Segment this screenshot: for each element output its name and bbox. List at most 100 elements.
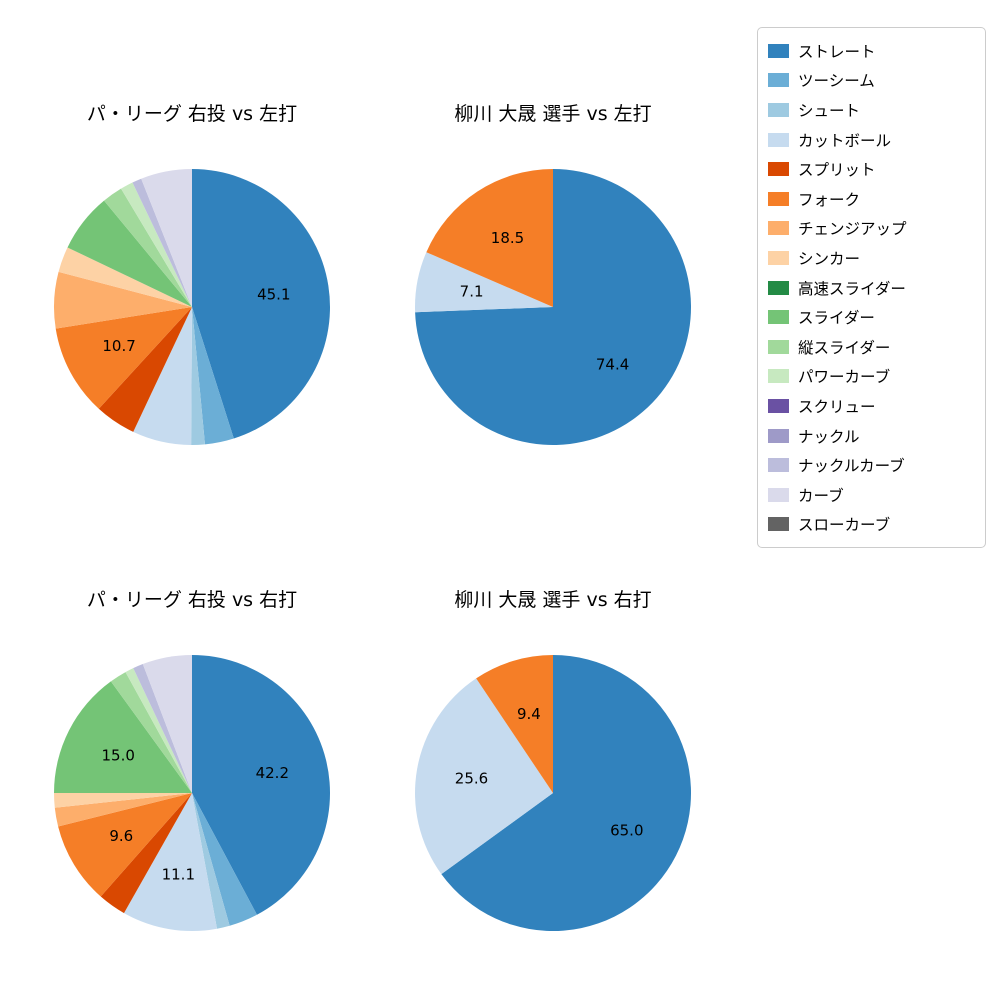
pie-slice-カットボール xyxy=(133,307,192,445)
pie-chart-pacific-league-vs-right: パ・リーグ 右投 vs 右打 42.2 11.1 9.6 15.0 xyxy=(42,586,342,943)
legend-swatch-icon xyxy=(768,398,789,413)
pie-slice-ナックルカーブ xyxy=(133,664,192,793)
legend-swatch-icon xyxy=(768,191,789,206)
legend-item: ナックルカーブ xyxy=(768,450,975,480)
pie-value-label: 11.1 xyxy=(162,866,195,884)
pie-slice-シンカー xyxy=(58,247,192,307)
legend-item: ツーシーム xyxy=(768,66,975,96)
pie-slice-フォーク xyxy=(426,169,553,307)
pie-slice-フォーク xyxy=(476,655,553,793)
pie-chart-pacific-league-vs-left: パ・リーグ 右投 vs 左打 45.1 10.7 xyxy=(42,100,342,457)
pie-value-label: 10.7 xyxy=(102,337,135,355)
pie-slice-パワーカーブ xyxy=(121,182,192,307)
pie-slice-ストレート xyxy=(192,655,331,915)
legend-swatch-icon xyxy=(768,310,789,325)
legend-item: フォーク xyxy=(768,184,975,214)
pie-value-label: 9.6 xyxy=(109,827,133,845)
legend-swatch-icon xyxy=(768,132,789,147)
pie-slice-シュート xyxy=(191,307,205,446)
legend-swatch-icon xyxy=(768,280,789,295)
pie-slice-シュート xyxy=(192,793,230,929)
legend-item: シュート xyxy=(768,95,975,125)
chart-title: 柳川 大晟 選手 vs 右打 xyxy=(454,589,652,611)
legend-item: カットボール xyxy=(768,125,975,155)
legend-label: スローカーブ xyxy=(798,516,891,535)
pie-slice-フォーク xyxy=(55,307,193,409)
legend-label: スプリット xyxy=(798,161,876,180)
legend-label: スライダー xyxy=(798,309,875,328)
pie-slice-パワーカーブ xyxy=(125,668,192,793)
pie-slice-ツーシーム xyxy=(192,307,234,445)
legend-label: カットボール xyxy=(798,131,892,150)
legend-label: パワーカーブ xyxy=(798,368,891,387)
legend-label: フォーク xyxy=(798,190,861,209)
legend-item: ナックル xyxy=(768,421,975,451)
legend-label: ツーシーム xyxy=(798,72,875,91)
legend-swatch-icon xyxy=(768,517,789,532)
pie-slice-ストレート xyxy=(441,655,692,931)
legend-item: チェンジアップ xyxy=(768,214,975,244)
legend-swatch-icon xyxy=(768,339,789,354)
pie-slice-縦スライダー xyxy=(104,188,192,307)
pie-slice-スライダー xyxy=(67,200,192,307)
pie-slice-シンカー xyxy=(54,793,192,808)
legend-item: カーブ xyxy=(768,480,975,510)
pie-league-vs-right: 42.2 11.1 9.6 15.0 xyxy=(54,655,331,932)
pie-value-label: 7.1 xyxy=(460,283,484,301)
pie-chart-player-vs-right: 柳川 大晟 選手 vs 右打 65.0 25.6 9.4 xyxy=(403,586,703,943)
pie-slice-カットボール xyxy=(124,793,218,932)
chart-title: 柳川 大晟 選手 vs 左打 xyxy=(454,103,652,125)
legend-label: ストレート xyxy=(798,42,876,61)
legend-label: チェンジアップ xyxy=(798,220,907,239)
pie-slice-ストレート xyxy=(192,169,330,439)
legend-item: スライダー xyxy=(768,302,975,332)
pie-slice-カーブ xyxy=(141,169,192,307)
legend-label: カーブ xyxy=(798,486,844,505)
pie-slice-ナックルカーブ xyxy=(132,178,192,307)
pie-slice-ストレート xyxy=(415,169,692,445)
pie-slice-カーブ xyxy=(142,655,192,793)
pie-player-vs-left: 74.4 7.1 18.5 xyxy=(415,169,692,445)
legend-label: シュート xyxy=(798,101,861,120)
pie-value-label: 65.0 xyxy=(610,822,643,840)
pie-slice-スプリット xyxy=(100,793,192,914)
legend-swatch-icon xyxy=(768,487,789,502)
pie-value-label: 15.0 xyxy=(101,746,134,764)
legend-item: 縦スライダー xyxy=(768,332,975,362)
legend-label: ナックル xyxy=(798,427,860,446)
pie-league-vs-left: 45.1 10.7 xyxy=(53,169,330,446)
legend-label: 高速スライダー xyxy=(798,279,906,298)
pie-slice-スプリット xyxy=(98,307,192,432)
pie-slice-チェンジアップ xyxy=(54,793,192,827)
chart-title: パ・リーグ 右投 vs 左打 xyxy=(86,103,298,125)
pie-value-label: 74.4 xyxy=(596,355,629,373)
legend-item: シンカー xyxy=(768,243,975,273)
pie-slice-カットボール xyxy=(415,678,553,875)
pie-value-label: 9.4 xyxy=(517,705,541,723)
pie-slice-縦スライダー xyxy=(110,672,192,793)
legend: ストレートツーシームシュートカットボール スプリットフォークチェンジアップ シンカー… xyxy=(757,27,986,549)
legend-swatch-icon xyxy=(768,250,789,265)
legend-label: 縦スライダー xyxy=(798,338,891,357)
pie-slice-スライダー xyxy=(54,681,192,793)
legend-item: スプリット xyxy=(768,154,975,184)
pie-slice-ツーシーム xyxy=(192,793,257,926)
pie-value-label: 45.1 xyxy=(257,285,290,303)
pie-value-label: 42.2 xyxy=(256,764,289,782)
pie-slice-カットボール xyxy=(415,252,553,313)
chart-title: パ・リーグ 右投 vs 右打 xyxy=(86,589,298,611)
pie-chart-player-vs-left: 柳川 大晟 選手 vs 左打 74.4 7.1 18.5 xyxy=(403,100,703,457)
legend-label: スクリュー xyxy=(798,397,876,416)
legend-swatch-icon xyxy=(768,102,789,117)
legend-item: ストレート xyxy=(768,36,975,66)
legend-swatch-icon xyxy=(768,458,789,473)
pie-player-vs-right: 65.0 25.6 9.4 xyxy=(415,655,692,931)
legend-label: シンカー xyxy=(798,249,861,268)
legend-item: 高速スライダー xyxy=(768,273,975,303)
legend-item: パワーカーブ xyxy=(768,362,975,392)
pie-value-label: 18.5 xyxy=(491,229,524,247)
legend-swatch-icon xyxy=(768,369,789,384)
pie-slice-フォーク xyxy=(58,793,193,897)
legend-swatch-icon xyxy=(768,221,789,236)
